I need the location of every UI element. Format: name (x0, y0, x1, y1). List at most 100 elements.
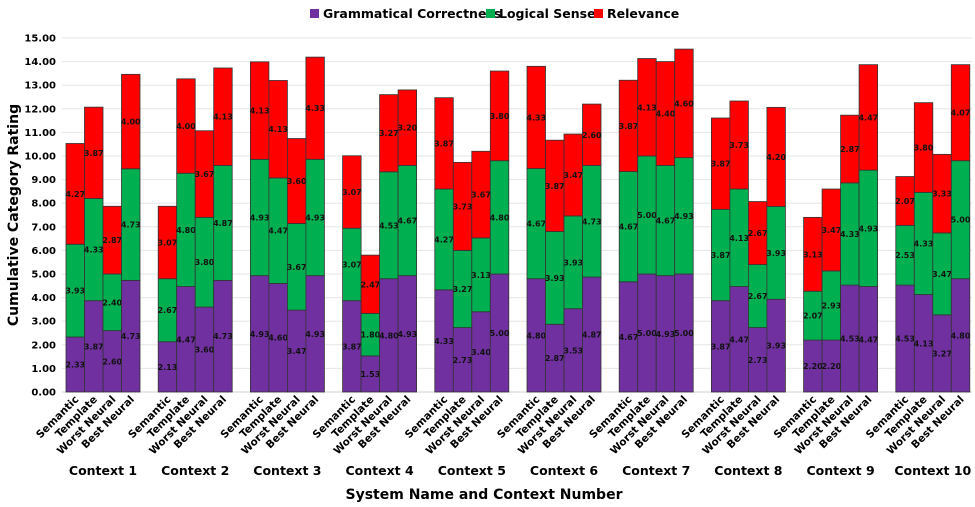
data-label: 4.47 (176, 335, 196, 344)
data-label: 3.13 (471, 271, 491, 280)
data-label: 3.87 (434, 139, 454, 148)
data-label: 4.73 (121, 332, 141, 341)
data-label: 4.13 (914, 339, 934, 348)
legend-swatch (310, 9, 319, 18)
bar-segment (84, 106, 104, 199)
data-label: 3.87 (84, 342, 104, 351)
bar-segment (674, 48, 694, 159)
context-label: Context 3 (253, 463, 321, 478)
data-label: 4.13 (637, 103, 657, 112)
data-label: 4.93 (397, 330, 417, 339)
bar-segment (213, 67, 233, 166)
data-label: 3.47 (563, 171, 583, 180)
data-label: 2.53 (895, 251, 915, 260)
data-label: 2.67 (748, 292, 768, 301)
data-label: 4.20 (766, 153, 786, 162)
bar-segment (582, 103, 602, 166)
y-axis-title: Cumulative Category Rating (6, 104, 22, 326)
data-label: 4.87 (582, 331, 602, 340)
data-label: 3.20 (397, 124, 417, 133)
bar-segment (176, 78, 196, 174)
y-axis-ticks: 0.00 1.00 2.00 3.00 4.00 5.00 6.00 7.00 8.00 9.00… (24, 34, 56, 399)
y-tick-label: 4.00 (31, 293, 56, 304)
bar-segment (526, 65, 546, 169)
data-label: 3.47 (932, 270, 952, 279)
data-label: 4.47 (729, 335, 749, 344)
data-label: 4.67 (656, 217, 676, 226)
data-label: 2.47 (360, 280, 380, 289)
data-label: 2.87 (545, 354, 565, 363)
data-label: 4.93 (250, 213, 270, 222)
data-label: 1.53 (360, 370, 380, 379)
y-tick-label: 10.00 (24, 152, 56, 163)
data-label: 1.80 (360, 331, 380, 340)
data-label: 4.93 (250, 330, 270, 339)
data-label: 3.27 (379, 129, 399, 138)
data-label: 4.80 (951, 331, 971, 340)
data-label: 4.00 (121, 118, 141, 127)
data-label: 4.13 (250, 107, 270, 116)
data-label: 5.00 (637, 211, 657, 220)
data-label: 4.67 (397, 217, 417, 226)
data-label: 4.33 (526, 113, 546, 122)
data-label: 5.00 (637, 329, 657, 338)
y-tick-label: 5.00 (31, 270, 56, 281)
legend-label: Logical Sense (499, 6, 596, 21)
data-label: 4.93 (674, 212, 694, 221)
bar-segment (397, 89, 418, 166)
data-label: 4.67 (619, 223, 639, 232)
bar-segment (121, 73, 141, 170)
data-label: 3.67 (471, 191, 491, 200)
data-label: 2.73 (748, 356, 768, 365)
y-tick-label: 1.00 (31, 364, 56, 375)
data-label: 2.07 (895, 197, 915, 206)
data-label: 3.13 (803, 250, 823, 259)
data-label: 2.20 (821, 362, 841, 371)
data-label: 4.73 (213, 332, 233, 341)
bars: 2.33 3.93 4.27 3.87 4.33 3.87 2.60 2.40 2.87 4.73… (65, 48, 971, 393)
data-label: 3.33 (932, 190, 952, 199)
data-label: 2.73 (453, 356, 473, 365)
data-label: 2.67 (158, 306, 178, 315)
y-tick-label: 0.00 (31, 388, 56, 399)
data-label: 3.07 (158, 238, 178, 247)
data-label: 4.80 (176, 226, 196, 235)
bar-segment (489, 70, 510, 162)
data-label: 4.60 (268, 334, 288, 343)
bar-segment (268, 80, 288, 179)
data-label: 2.60 (582, 131, 602, 140)
legend-label: Grammatical Correctness (323, 6, 501, 21)
y-tick-label: 11.00 (24, 128, 56, 139)
data-label: 3.80 (195, 258, 215, 267)
y-tick-label: 13.00 (24, 81, 56, 92)
y-tick-label: 14.00 (24, 57, 56, 68)
data-label: 4.27 (65, 190, 85, 199)
data-label: 2.33 (65, 361, 85, 370)
data-label: 3.67 (195, 170, 215, 179)
data-label: 4.93 (656, 330, 676, 339)
data-label: 2.07 (803, 312, 823, 321)
data-label: 4.47 (858, 113, 878, 122)
data-label: 4.67 (526, 220, 546, 229)
y-tick-label: 6.00 (31, 246, 56, 257)
bar-segment (913, 102, 934, 193)
context-label: Context 2 (161, 463, 229, 478)
data-label: 2.87 (102, 236, 122, 245)
data-label: 3.27 (453, 285, 473, 294)
context-label: Context 4 (345, 463, 414, 478)
context-label: Context 1 (69, 463, 137, 478)
data-label: 2.87 (840, 145, 860, 154)
data-label: 4.93 (305, 330, 325, 339)
data-label: 4.53 (840, 335, 860, 344)
y-tick-label: 2.00 (31, 340, 56, 351)
data-label: 3.93 (563, 258, 583, 267)
data-label: 3.87 (711, 160, 731, 169)
data-label: 3.67 (287, 263, 307, 272)
x-axis-title: System Name and Context Number (346, 487, 623, 503)
context-label: Context 8 (714, 463, 782, 478)
data-label: 3.87 (342, 342, 362, 351)
data-label: 4.80 (379, 331, 399, 340)
bar-segment (950, 64, 971, 162)
data-label: 3.80 (914, 144, 934, 153)
